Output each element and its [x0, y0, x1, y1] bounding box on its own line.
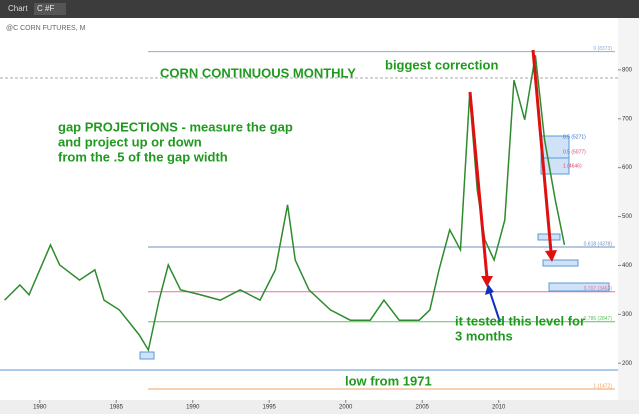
annotation: and project up or down: [58, 134, 202, 149]
annotation: from the .5 of the gap width: [58, 149, 228, 164]
x-tick-label: 1990: [186, 405, 200, 411]
fib-label: 0 (8373): [593, 46, 612, 52]
y-tick-label: 200: [622, 361, 633, 367]
annotation: 3 months: [455, 328, 513, 343]
red-arrow: [468, 91, 489, 279]
box-label: 0.5 (5271): [563, 134, 586, 140]
x-tick-label: 2010: [492, 405, 506, 411]
y-tick-label: 700: [622, 116, 633, 122]
red-arrow: [531, 49, 553, 253]
fib-label: 0.707 (3463): [584, 286, 613, 292]
x-tick-label: 2000: [339, 405, 353, 411]
price-line: [4, 55, 566, 353]
arrows: [468, 49, 557, 323]
gap-box: [139, 351, 155, 360]
x-tick-label: 1985: [110, 405, 124, 411]
fib-label: 0.786 (2847): [584, 316, 613, 322]
fib-label: 1 (1472): [593, 383, 612, 389]
time-axis: [0, 400, 639, 414]
toolbar: [0, 0, 639, 18]
x-tick-label: 2005: [416, 405, 430, 411]
box-label: 1 (4646): [563, 163, 582, 169]
symbol[interactable]: C #F: [37, 4, 54, 13]
box-label: 0.5 (5077): [563, 149, 586, 155]
y-tick-label: 800: [622, 67, 633, 73]
x-tick-label: 1995: [263, 405, 277, 411]
red-arrowhead: [545, 250, 557, 262]
fib-label: 0.618 (4378): [584, 241, 613, 247]
window-title: Chart: [8, 4, 28, 13]
gap-box: [548, 282, 610, 292]
gap-box: [542, 259, 579, 267]
blue-arrowhead: [485, 284, 494, 295]
chart-title: CORN CONTINUOUS MONTHLY: [160, 65, 356, 80]
x-tick-label: 1980: [33, 405, 47, 411]
symbol-box[interactable]: [34, 3, 66, 15]
y-tick-label: 600: [622, 165, 633, 171]
y-tick-label: 300: [622, 312, 633, 318]
annotation: low from 1971: [345, 373, 432, 388]
annotation: biggest correction: [385, 57, 498, 72]
blue-arrow: [489, 291, 501, 323]
price-axis: [618, 18, 639, 400]
chart-header: @C CORN FUTURES, M: [6, 25, 86, 32]
annotation: it tested this level for: [455, 313, 585, 328]
red-arrowhead: [481, 276, 493, 287]
y-tick-label: 500: [622, 214, 633, 220]
annotation: gap PROJECTIONS - measure the gap: [58, 119, 293, 134]
y-tick-label: 400: [622, 263, 633, 269]
